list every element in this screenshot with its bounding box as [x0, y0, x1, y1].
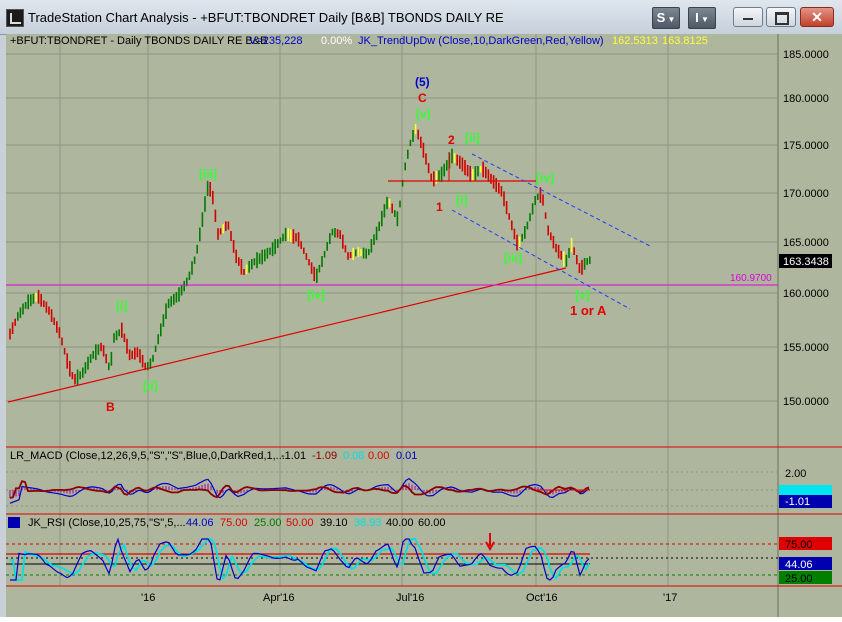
title-bar: TradeStation Chart Analysis - +BFUT:TBON…: [0, 0, 842, 35]
price-header-v1: 162.5313: [612, 35, 658, 47]
rsi-last-box: [779, 557, 832, 570]
price-bars: [9, 123, 591, 386]
macd-last-label: -1.01: [785, 496, 810, 508]
i-button[interactable]: I ▼: [688, 7, 716, 29]
restore-button[interactable]: [766, 7, 796, 27]
channel-lower-line: [451, 209, 631, 310]
wave-label: B: [106, 400, 115, 414]
rsi-header: JK_RSI (Close,10,25,75,"S",5,...: [28, 517, 186, 529]
minimize-icon: [743, 18, 753, 20]
price-header-volume: V=235,228: [249, 35, 303, 47]
s-button[interactable]: S ▼: [652, 7, 680, 29]
macd-value: -1.01: [281, 450, 306, 462]
restore-icon: [775, 12, 789, 25]
rsi-value: 39.10: [320, 517, 348, 529]
wave-label: (5): [415, 75, 430, 89]
rsi-plot: [6, 537, 778, 581]
price-tick: 185.0000: [783, 49, 829, 61]
price-header-v2: 163.8125: [662, 35, 708, 47]
wave-label: [iv]: [536, 171, 554, 185]
rsi-axis-label: 25.00: [785, 573, 813, 585]
minimize-button[interactable]: [733, 7, 763, 27]
s-button-label: S: [656, 10, 666, 25]
wave-label: [v]: [575, 288, 590, 302]
wave-label: 1: [436, 200, 443, 214]
chart-svg[interactable]: +BFUT:TBONDRET - Daily TBONDS DAILY RE B…: [6, 34, 842, 617]
rsi-line: [10, 537, 590, 581]
macd-axis-tick: 2.00: [785, 468, 806, 480]
macd-value: -1.09: [312, 450, 337, 462]
channel-upper-line: [471, 153, 651, 247]
rsi-75-box: [779, 537, 832, 550]
macd-value: 0.01: [396, 450, 417, 462]
rsi-axis-label: 75.00: [785, 539, 813, 551]
dropdown-arrow-icon[interactable]: ▼: [698, 15, 709, 24]
time-axis-label: '17: [663, 592, 677, 604]
dropdown-arrow-icon[interactable]: ▼: [665, 15, 676, 24]
rsi-pane-icon[interactable]: [8, 517, 20, 528]
time-axis-label: Apr'16: [263, 592, 294, 604]
wave-label: [iii]: [504, 251, 522, 265]
price-header-symbol: +BFUT:TBONDRET - Daily TBONDS DAILY RE B…: [10, 35, 267, 47]
rsi-value: 75.00: [220, 517, 248, 529]
price-tick: 150.0000: [783, 396, 829, 408]
wave-label: [ii]: [465, 131, 480, 145]
time-axis-label: Jul'16: [396, 592, 424, 604]
price-tick: 170.0000: [783, 188, 829, 200]
close-button[interactable]: ✕: [800, 7, 834, 27]
chart-area[interactable]: +BFUT:TBONDRET - Daily TBONDS DAILY RE B…: [6, 34, 842, 617]
rsi-axis-label: 44.06: [785, 559, 813, 571]
time-axis-label: Oct'16: [526, 592, 557, 604]
rsi-value: 60.00: [418, 517, 446, 529]
macd-plot: [9, 477, 590, 504]
macd-value: 0.08: [343, 450, 364, 462]
macd-signal-box: [779, 485, 832, 495]
price-header-change: 0.00%: [321, 35, 352, 47]
wave-label: [i]: [456, 193, 467, 207]
price-header-indicator: JK_TrendUpDw (Close,10,DarkGreen,Red,Yel…: [358, 35, 604, 47]
hline-value-label: 160.9700: [730, 273, 772, 284]
macd-signal-line: [9, 480, 590, 499]
right-axis-bg: [778, 34, 842, 617]
rsi-value: 50.00: [286, 517, 314, 529]
wave-label: [iv]: [307, 288, 325, 302]
macd-value: 0.00: [368, 450, 389, 462]
macd-header: LR_MACD (Close,12,26,9,5,"S","S",Blue,0,…: [10, 450, 285, 462]
rsi-value: 25.00: [254, 517, 282, 529]
price-tick: 180.0000: [783, 93, 829, 105]
rsi-signal-line: [10, 538, 590, 581]
horizontal-grid: [6, 53, 778, 507]
wave-label: [v]: [416, 107, 431, 121]
last-price-label: 163.3438: [783, 256, 829, 268]
rsi-value: 38.93: [354, 517, 382, 529]
macd-last-box: [779, 495, 832, 508]
time-axis-label: '16: [141, 592, 155, 604]
wave-label: C: [418, 91, 427, 105]
wave-label: [i]: [116, 299, 127, 313]
last-price-box: [779, 254, 832, 268]
rsi-value: 40.00: [386, 517, 414, 529]
wave-label: [iii]: [199, 167, 217, 181]
price-tick: 165.0000: [783, 237, 829, 249]
price-tick: 175.0000: [783, 140, 829, 152]
window-title: TradeStation Chart Analysis - +BFUT:TBON…: [28, 10, 504, 25]
wave-label: 1 or A: [570, 303, 607, 318]
rsi-value: 44.06: [186, 517, 214, 529]
support-trendline: [7, 267, 567, 403]
wave-label: [ii]: [143, 379, 158, 393]
price-tick: 155.0000: [783, 342, 829, 354]
price-tick: 160.0000: [783, 288, 829, 300]
close-icon: ✕: [811, 9, 823, 25]
rsi-25-box: [779, 571, 832, 584]
wave-label: 2: [448, 133, 455, 147]
price-plot-bg[interactable]: [6, 34, 778, 447]
down-arrow-icon: [485, 533, 495, 552]
i-button-label: I: [695, 10, 699, 25]
app-icon: [6, 9, 24, 27]
